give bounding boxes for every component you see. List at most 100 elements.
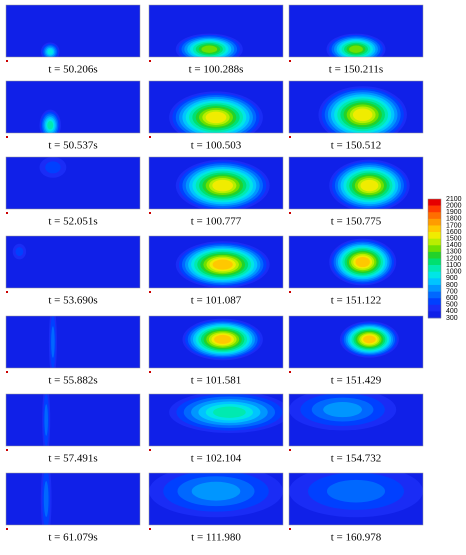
contour-panel [289,236,423,288]
axis-icon [6,60,8,62]
panel-caption: t = 100.777 [191,216,242,228]
colorbar-swatch [428,225,441,233]
contour-panel [149,81,283,133]
colorbar-swatch [428,218,441,226]
panel-frame [5,235,141,289]
axis-icon [6,528,8,530]
contour-region [212,259,233,270]
contour-panel [289,5,423,57]
axis-icon [6,371,8,373]
colorbar-swatch [428,212,441,220]
axis-icon [289,291,291,293]
contour-region [213,406,246,418]
panel-caption: t = 57.491s [48,453,97,465]
colorbar-label: 1000 [446,269,462,276]
contour-region [349,45,363,53]
colorbar-label: 300 [446,315,458,322]
axis-icon [6,291,8,293]
colorbar-swatch [428,278,441,286]
panel-background [6,316,140,368]
panel-caption: t = 160.978 [331,532,382,544]
contour-panel [289,316,423,368]
panel-frame [288,80,424,134]
contour-region [214,334,232,344]
panel-frame [288,315,424,369]
axis-icon [149,291,151,293]
axis-icon [149,212,151,214]
colorbar-swatch [428,205,441,213]
axis-icon [289,371,291,373]
contour-region [201,45,218,53]
panel-frame [5,315,141,369]
panel-background [6,81,140,133]
colorbar-label: 1600 [446,229,462,236]
contour-panel [6,394,140,446]
contour-panel [289,394,423,446]
axis-icon [149,371,151,373]
colorbar-label: 1400 [446,242,462,249]
contour-panel [149,157,283,209]
colorbar-label: 1300 [446,249,462,256]
panel-caption: t = 53.690s [48,295,97,307]
contour-panel [289,157,423,209]
panel-caption: t = 150.775 [331,216,382,228]
colorbar-swatch [428,251,441,259]
colorbar-label: 1900 [446,209,462,216]
colorbar-label: 900 [446,275,458,282]
panel-caption: t = 154.732 [331,453,382,465]
panel-caption: t = 150.512 [331,140,382,152]
axis-icon [149,449,151,451]
colorbar-swatch [428,199,441,206]
contour-region [355,256,370,268]
contour-region [45,161,61,174]
panel-background [6,473,140,525]
panel-frame [5,393,141,447]
contour-panel [149,394,283,446]
panel-caption: t = 102.104 [191,453,242,465]
colorbar-swatch [428,291,441,299]
colorbar-label: 2000 [446,202,462,209]
panel-caption: t = 151.122 [331,295,382,307]
panel-caption: t = 150.211s [329,64,383,76]
contour-region [15,247,24,257]
axis-icon [289,528,291,530]
panel-frame [148,235,284,289]
axis-icon [149,528,151,530]
panel-frame [5,156,141,210]
contour-panel [289,473,423,525]
contour-panel [149,5,283,57]
colorbar-swatch [428,304,441,312]
panel-caption: t = 55.882s [48,375,97,387]
colorbar-label: 1500 [446,236,462,243]
axis-icon [289,449,291,451]
colorbar-label: 1200 [446,255,462,262]
contour-region [323,402,363,418]
contour-panel [6,157,140,209]
colorbar-swatch [428,232,441,239]
colorbar-swatch [428,284,441,292]
colorbar-swatch [428,258,441,266]
axis-icon [6,212,8,214]
contour-panel [6,5,140,57]
colorbar-swatch [428,311,441,319]
contour-region [51,326,55,358]
colorbar-label: 500 [446,302,458,309]
contour-region [212,179,234,192]
panel-caption: t = 50.206s [48,64,97,76]
panel-caption: t = 101.087 [191,295,242,307]
colorbar-swatch [428,245,441,253]
panel-caption: t = 50.537s [48,140,97,152]
colorbar-label: 1700 [446,222,462,229]
panel-frame [288,472,424,526]
contour-region [47,120,54,130]
colorbar-swatch [428,298,441,306]
panel-frame [148,4,284,58]
axis-icon [289,212,291,214]
panel-frame [148,393,284,447]
axis-icon [6,449,8,451]
panel-frame [288,235,424,289]
panel-caption: t = 100.288s [189,64,244,76]
panel-caption: t = 61.079s [48,532,97,544]
panel-frame [148,156,284,210]
